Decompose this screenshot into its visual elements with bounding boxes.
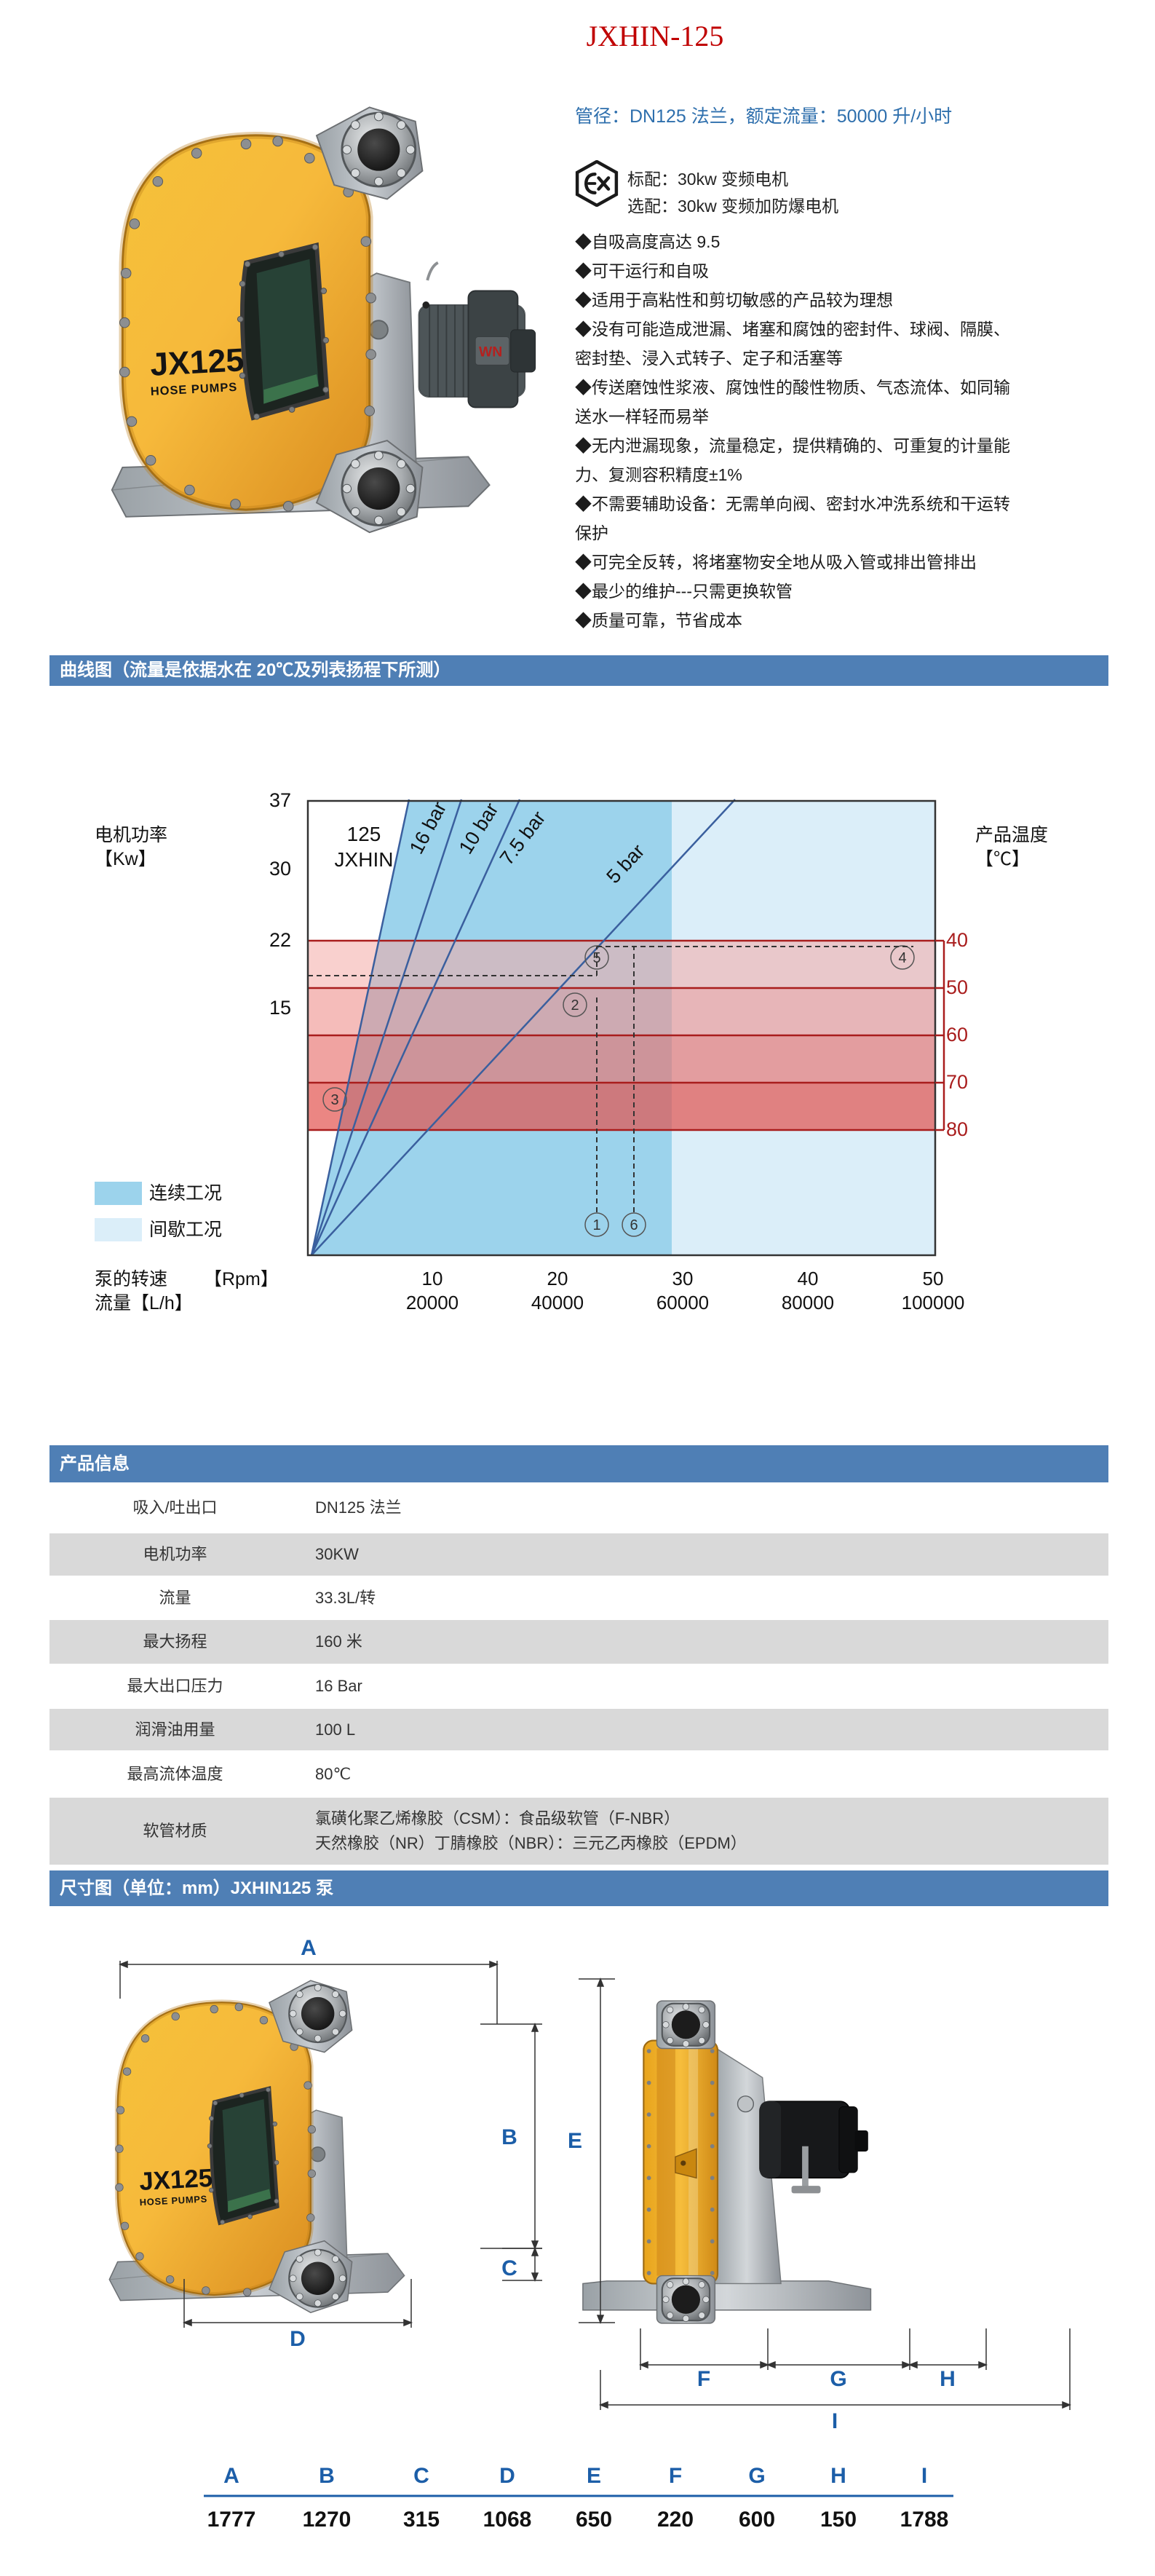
svg-text:125: 125 [347,823,381,845]
svg-text:D: D [290,2327,306,2351]
svg-text:JX125: JX125 [149,342,245,383]
svg-text:20: 20 [547,1268,568,1289]
svg-text:40: 40 [946,929,968,951]
svg-text:40000: 40000 [531,1292,584,1313]
svg-text:【Rpm】: 【Rpm】 [204,1269,279,1289]
svg-text:60: 60 [946,1024,968,1046]
svg-text:JXHIN: JXHIN [335,848,394,871]
svg-text:15: 15 [269,997,291,1019]
svg-text:3: 3 [330,1092,338,1108]
svg-text:G: G [830,2367,846,2391]
svg-text:60000: 60000 [656,1292,709,1313]
svg-text:80: 80 [946,1118,968,1140]
svg-text:1068: 1068 [483,2508,532,2532]
svg-text:220: 220 [657,2508,694,2532]
svg-text:F: F [697,2367,710,2391]
svg-text:80000: 80000 [782,1292,834,1313]
svg-text:电机功率: 电机功率 [95,825,167,845]
svg-text:间歇工况: 间歇工况 [149,1220,222,1240]
svg-text:100000: 100000 [902,1292,965,1313]
svg-text:I: I [832,2409,838,2433]
svg-text:G: G [748,2464,765,2488]
svg-text:1788: 1788 [900,2508,949,2532]
svg-text:H: H [940,2367,956,2391]
svg-text:1777: 1777 [207,2508,256,2532]
svg-text:30: 30 [672,1268,694,1289]
svg-text:泵的转速: 泵的转速 [95,1269,167,1289]
svg-text:H: H [830,2464,846,2488]
svg-text:50: 50 [946,976,968,998]
svg-text:600: 600 [739,2508,775,2532]
svg-text:【℃】: 【℃】 [975,849,1030,869]
svg-text:1270: 1270 [303,2508,352,2532]
svg-text:50: 50 [923,1268,944,1289]
svg-text:315: 315 [403,2508,440,2532]
svg-text:产品温度: 产品温度 [975,825,1048,845]
svg-text:2: 2 [571,997,579,1014]
svg-text:22: 22 [269,929,291,951]
svg-text:I: I [921,2464,927,2488]
svg-text:E: E [587,2464,601,2488]
svg-text:10: 10 [422,1268,443,1289]
svg-text:B: B [501,2125,517,2149]
svg-text:40: 40 [798,1268,819,1289]
svg-text:70: 70 [946,1071,968,1093]
svg-text:A: A [223,2464,239,2488]
svg-text:F: F [669,2464,682,2488]
svg-text:【Kw】: 【Kw】 [95,849,156,869]
svg-text:C: C [413,2464,429,2488]
svg-text:WN: WN [479,344,502,360]
svg-text:1: 1 [592,1217,600,1233]
svg-text:150: 150 [820,2508,857,2532]
svg-text:D: D [499,2464,515,2488]
svg-text:E: E [568,2129,582,2153]
svg-text:B: B [319,2464,335,2488]
svg-text:A: A [301,1936,317,1960]
svg-text:连续工况: 连续工况 [149,1183,222,1204]
svg-text:20000: 20000 [406,1292,459,1313]
svg-text:C: C [501,2256,517,2280]
svg-text:650: 650 [576,2508,612,2532]
svg-text:6: 6 [630,1217,638,1233]
svg-text:37: 37 [269,789,291,811]
svg-text:30: 30 [269,858,291,880]
svg-text:4: 4 [898,950,906,966]
svg-text:流量【L/h】: 流量【L/h】 [95,1293,193,1313]
